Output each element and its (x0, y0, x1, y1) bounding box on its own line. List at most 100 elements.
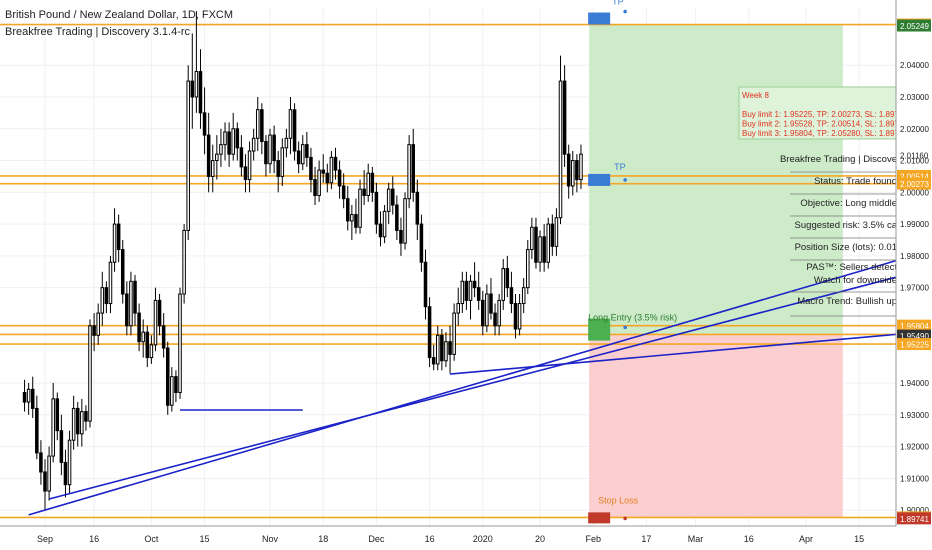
candle-body[interactable] (239, 147, 244, 168)
candle-body[interactable] (427, 306, 432, 359)
candle-body[interactable] (59, 430, 64, 463)
candle-body[interactable] (341, 185, 346, 200)
candle-body[interactable] (517, 303, 522, 330)
candle-body[interactable] (329, 156, 334, 184)
candle-body[interactable] (395, 204, 399, 231)
candle-body[interactable] (423, 261, 428, 308)
candle-body[interactable] (497, 299, 501, 327)
candle-body[interactable] (489, 293, 493, 314)
candle-body[interactable] (63, 461, 68, 486)
candle-body[interactable] (300, 144, 305, 165)
candle-body[interactable] (39, 452, 43, 473)
candle-body[interactable] (223, 131, 227, 146)
candle-body[interactable] (468, 280, 473, 301)
candle-body[interactable] (210, 160, 215, 177)
candle-body[interactable] (292, 109, 297, 152)
candle-body[interactable] (431, 357, 436, 365)
candle-body[interactable] (141, 331, 145, 343)
candle-body[interactable] (153, 299, 158, 346)
price-tag[interactable] (897, 19, 931, 32)
candle-body[interactable] (247, 150, 252, 181)
candle-body[interactable] (182, 229, 186, 295)
candle-body[interactable] (350, 214, 354, 222)
candle-body[interactable] (100, 287, 105, 314)
candle-body[interactable] (264, 140, 268, 165)
candle-body[interactable] (321, 169, 325, 174)
candle-body[interactable] (501, 268, 506, 301)
candle-body[interactable] (47, 455, 51, 492)
candle-body[interactable] (84, 411, 88, 422)
candle-body[interactable] (521, 287, 526, 305)
candle-body[interactable] (231, 128, 235, 155)
candle-body[interactable] (272, 134, 276, 162)
candle-body[interactable] (325, 172, 330, 184)
candle-body[interactable] (43, 471, 47, 492)
trendline[interactable] (48, 276, 897, 500)
candle-body[interactable] (358, 188, 362, 228)
candle-body[interactable] (399, 229, 403, 244)
candle-body[interactable] (513, 303, 518, 330)
candle-body[interactable] (116, 223, 121, 251)
candle-body[interactable] (88, 325, 92, 422)
candle-body[interactable] (509, 287, 514, 305)
candle-body[interactable] (305, 144, 309, 158)
candle-body[interactable] (309, 156, 313, 181)
candle-body[interactable] (190, 80, 195, 98)
stop-marker[interactable] (588, 512, 611, 524)
candle-body[interactable] (554, 217, 559, 247)
candle-body[interactable] (505, 268, 510, 289)
candle-body[interactable] (337, 169, 342, 187)
candle-body[interactable] (562, 80, 567, 155)
candle-body[interactable] (149, 344, 154, 359)
tp-marker-2[interactable] (588, 173, 611, 186)
candle-body[interactable] (472, 280, 477, 289)
trendlines[interactable] (28, 259, 897, 516)
tp-marker[interactable] (588, 12, 611, 25)
candle-body[interactable] (67, 439, 72, 486)
candle-body[interactable] (390, 188, 395, 206)
candle-body[interactable] (403, 198, 407, 244)
candle-body[interactable] (219, 144, 223, 155)
candle-body[interactable] (571, 160, 575, 187)
candle-body[interactable] (542, 236, 546, 263)
candle-body[interactable] (30, 388, 35, 409)
candle-body[interactable] (382, 210, 387, 238)
time-axis[interactable]: Sep 16 Oct 15 Nov 18 Dec 16 2020 20 Feb 17 Mar 16 Apr 1… (0, 525, 932, 550)
candle-body[interactable] (345, 198, 350, 222)
candle-body[interactable] (530, 226, 534, 251)
candle-body[interactable] (178, 293, 182, 394)
candle-body[interactable] (296, 150, 301, 165)
candle-body[interactable] (378, 223, 383, 238)
candle-body[interactable] (333, 156, 338, 171)
candle-body[interactable] (419, 223, 424, 263)
candle-body[interactable] (137, 312, 141, 343)
candle-body[interactable] (566, 153, 571, 187)
candle-body[interactable] (370, 172, 375, 193)
candle-body[interactable] (243, 166, 248, 181)
candle-body[interactable] (51, 398, 55, 457)
candle-body[interactable] (260, 109, 264, 142)
candle-body[interactable] (133, 280, 137, 314)
candle-body[interactable] (268, 134, 272, 165)
candle-body[interactable] (452, 312, 456, 355)
candle-body[interactable] (129, 280, 133, 327)
candle-body[interactable] (125, 293, 129, 327)
candle-body[interactable] (198, 71, 203, 114)
candle-body[interactable] (35, 407, 39, 454)
price-tag[interactable] (897, 177, 931, 190)
candle-body[interactable] (493, 312, 497, 327)
candle-body[interactable] (255, 109, 260, 139)
candle-body[interactable] (366, 172, 370, 196)
candle-body[interactable] (251, 137, 256, 152)
candle-body[interactable] (145, 331, 150, 359)
candle-body[interactable] (206, 134, 211, 177)
candle-body[interactable] (448, 341, 452, 355)
candle-body[interactable] (354, 214, 358, 228)
candle-body[interactable] (120, 249, 125, 295)
candle-body[interactable] (436, 334, 440, 365)
candle-body[interactable] (22, 392, 27, 403)
candle-body[interactable] (75, 407, 80, 435)
candle-body[interactable] (460, 280, 465, 305)
trendline[interactable] (28, 259, 897, 516)
candle-body[interactable] (284, 137, 289, 149)
